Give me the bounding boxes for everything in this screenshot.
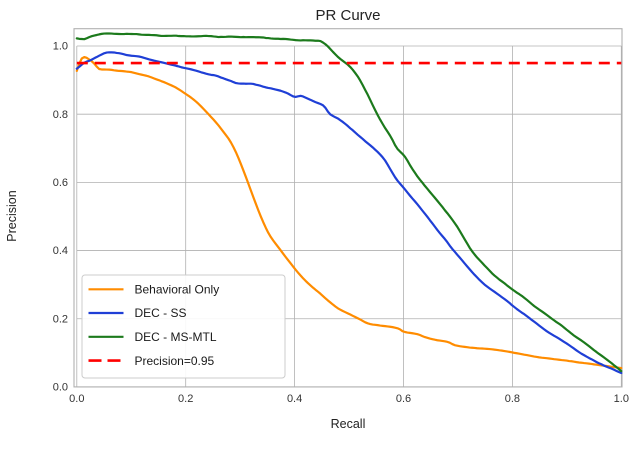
svg-text:Precision=0.95: Precision=0.95 [135,354,215,368]
svg-text:DEC - MS-MTL: DEC - MS-MTL [135,330,217,344]
svg-text:0.0: 0.0 [53,382,68,394]
svg-text:1.0: 1.0 [53,41,68,53]
svg-text:Behavioral Only: Behavioral Only [135,283,220,297]
svg-text:Recall: Recall [331,417,366,431]
svg-text:0.2: 0.2 [53,313,68,325]
svg-text:PR Curve: PR Curve [315,7,380,24]
svg-text:0.0: 0.0 [69,393,84,405]
svg-text:DEC - SS: DEC - SS [135,306,187,320]
svg-text:0.8: 0.8 [505,393,520,405]
svg-text:0.6: 0.6 [53,177,68,189]
svg-text:0.6: 0.6 [396,393,411,405]
svg-text:1.0: 1.0 [614,393,629,405]
svg-text:0.4: 0.4 [287,393,302,405]
svg-text:0.2: 0.2 [178,393,193,405]
svg-text:Precision: Precision [5,190,19,241]
svg-text:0.4: 0.4 [53,245,68,257]
svg-text:0.8: 0.8 [53,109,68,121]
